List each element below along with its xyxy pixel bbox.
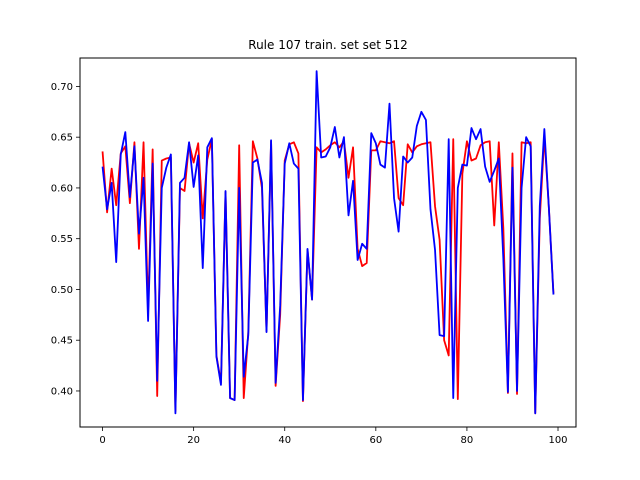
x-tick-label: 80 xyxy=(461,435,474,446)
chart-title: Rule 107 train. set set 512 xyxy=(248,38,407,52)
y-tick-label: 0.40 xyxy=(51,386,73,397)
series-layer xyxy=(101,70,555,415)
y-axis: 0.40 0.45 0.50 0.55 0.60 0.65 0.70 xyxy=(51,82,80,397)
plot-frame xyxy=(79,57,577,428)
y-tick-label: 0.60 xyxy=(51,183,73,194)
x-tick-label: 40 xyxy=(278,435,291,446)
series-line-2 xyxy=(101,70,555,415)
y-tick-label: 0.50 xyxy=(51,285,73,296)
y-tick-label: 0.65 xyxy=(51,133,73,144)
y-tick-label: 0.55 xyxy=(51,234,73,245)
x-axis: 0 20 40 60 80 100 xyxy=(99,427,568,446)
x-tick-label: 20 xyxy=(187,435,200,446)
x-tick-label: 100 xyxy=(548,435,567,446)
x-tick-label: 0 xyxy=(99,435,105,446)
y-tick-label: 0.45 xyxy=(51,336,73,347)
x-tick-label: 60 xyxy=(369,435,382,446)
y-tick-label: 0.70 xyxy=(51,82,73,93)
